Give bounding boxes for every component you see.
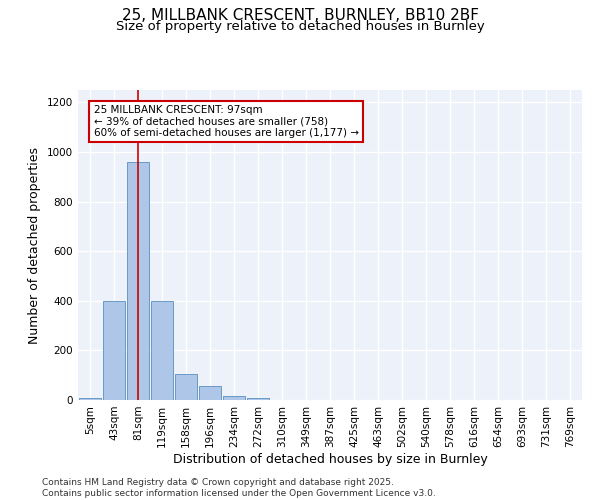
Bar xyxy=(247,398,269,400)
Text: 25 MILLBANK CRESCENT: 97sqm
← 39% of detached houses are smaller (758)
60% of se: 25 MILLBANK CRESCENT: 97sqm ← 39% of det… xyxy=(94,105,359,138)
Bar xyxy=(175,374,197,400)
Text: Size of property relative to detached houses in Burnley: Size of property relative to detached ho… xyxy=(116,20,484,33)
Y-axis label: Number of detached properties: Number of detached properties xyxy=(28,146,41,344)
Bar xyxy=(79,398,101,400)
Text: Contains HM Land Registry data © Crown copyright and database right 2025.
Contai: Contains HM Land Registry data © Crown c… xyxy=(42,478,436,498)
Text: 25, MILLBANK CRESCENT, BURNLEY, BB10 2BF: 25, MILLBANK CRESCENT, BURNLEY, BB10 2BF xyxy=(121,8,479,22)
Bar xyxy=(127,162,149,400)
Bar xyxy=(223,396,245,400)
Bar xyxy=(103,301,125,400)
X-axis label: Distribution of detached houses by size in Burnley: Distribution of detached houses by size … xyxy=(173,452,487,466)
Bar xyxy=(151,301,173,400)
Bar xyxy=(199,386,221,400)
